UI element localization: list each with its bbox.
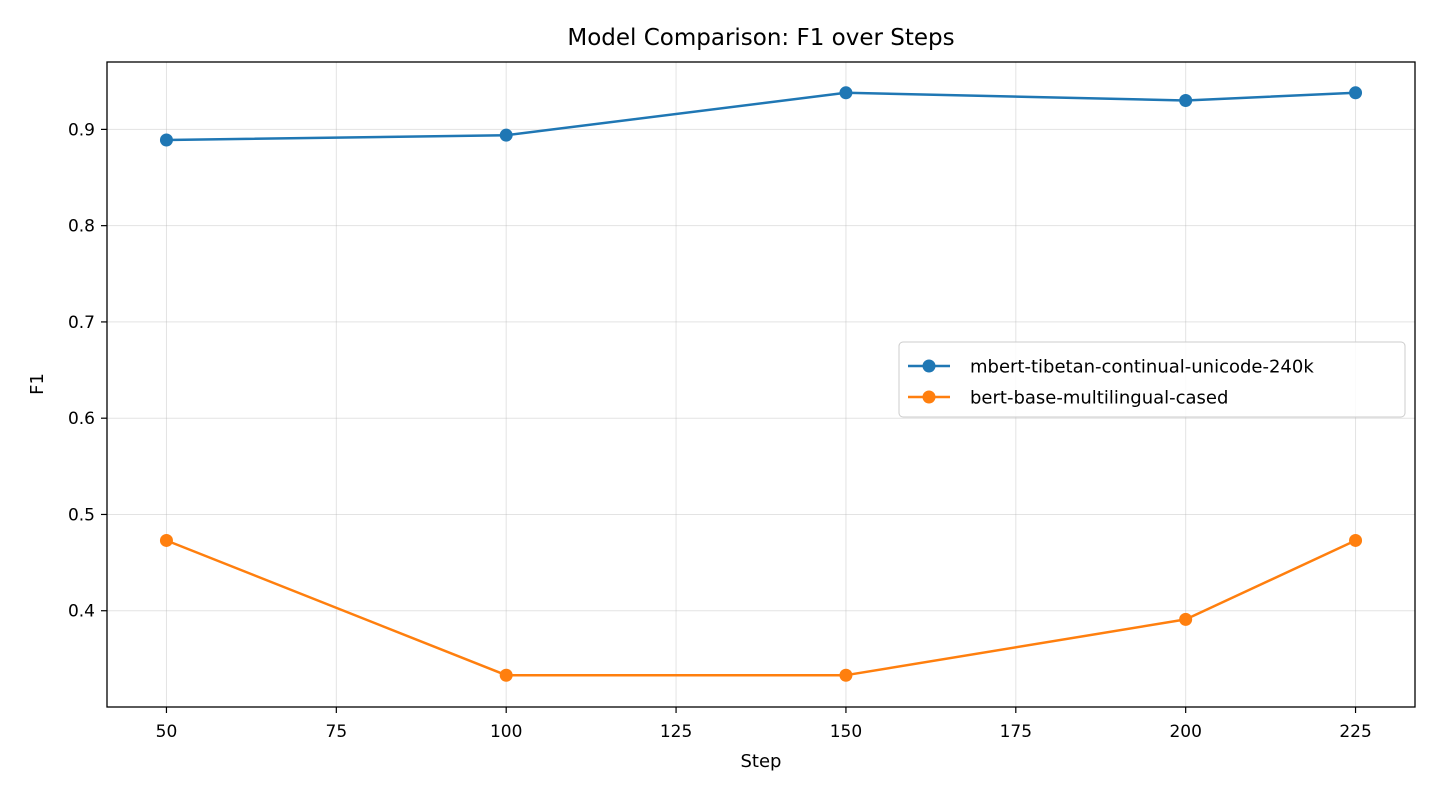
x-tick-label: 150 <box>830 722 862 742</box>
x-axis-label: Step <box>741 751 782 772</box>
data-point <box>1179 612 1193 626</box>
legend: mbert-tibetan-continual-unicode-240k bert… <box>898 341 1406 418</box>
x-tick-label: 100 <box>490 722 522 742</box>
data-point <box>1349 533 1363 547</box>
legend-marker <box>922 390 936 404</box>
x-tick-label: 125 <box>660 722 692 742</box>
data-point <box>159 533 173 547</box>
y-tick-label: 0.9 <box>68 120 95 140</box>
plot-frame <box>106 61 1416 708</box>
x-tick-label: 225 <box>1339 722 1371 742</box>
series-line-2 <box>165 539 1357 677</box>
data-point <box>1349 86 1363 100</box>
y-tick-label: 0.4 <box>68 602 95 622</box>
x-tick-label: 50 <box>156 722 178 742</box>
legend-marker <box>922 359 936 373</box>
legend-label: bert-base-multilingual-cased <box>970 388 1228 409</box>
data-point <box>499 128 513 142</box>
chart-title: Model Comparison: F1 over Steps <box>567 25 954 51</box>
y-axis-label: F1 <box>27 373 48 395</box>
y-tick-label: 0.7 <box>68 313 95 333</box>
x-tick-label: 200 <box>1169 722 1201 742</box>
axes: 50 75 100 125 150 175 200 225 0.4 0.5 0.6 0.7 0.8 0.9 <box>68 61 1416 742</box>
y-tick-label: 0.6 <box>68 409 95 429</box>
y-tick-label: 0.8 <box>68 217 95 237</box>
x-tick-label: 175 <box>1000 722 1032 742</box>
data-point <box>839 86 853 100</box>
series-group <box>159 86 1363 682</box>
series-line-1 <box>165 91 1357 142</box>
legend-box <box>898 341 1406 418</box>
data-point <box>839 668 853 682</box>
y-tick-label: 0.5 <box>68 505 95 525</box>
data-point <box>1179 94 1193 108</box>
legend-label: mbert-tibetan-continual-unicode-240k <box>970 357 1314 378</box>
x-tick-label: 75 <box>326 722 348 742</box>
data-point <box>159 133 173 147</box>
data-point <box>499 668 513 682</box>
